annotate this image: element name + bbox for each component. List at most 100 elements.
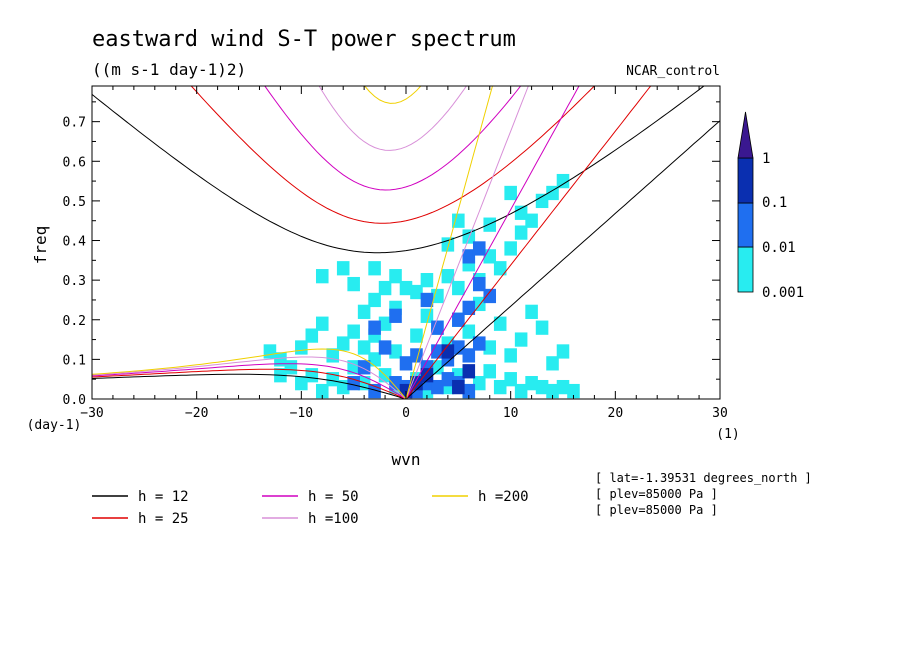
power-cell bbox=[274, 352, 287, 367]
y-tick-label: 0.7 bbox=[63, 116, 86, 131]
meta-line-1: [ lat=-1.39531 degrees_north ] bbox=[595, 471, 812, 485]
colorbar-label: 1 bbox=[762, 151, 770, 167]
colorbar-segment bbox=[737, 157, 754, 204]
power-cell bbox=[305, 368, 319, 383]
power-cell bbox=[462, 348, 476, 363]
power-cell bbox=[535, 379, 549, 395]
power-cell bbox=[493, 261, 507, 276]
power-cell bbox=[525, 304, 538, 319]
power-cell bbox=[514, 225, 528, 240]
colorbar-segment bbox=[737, 202, 754, 248]
y-tick-label: 0.1 bbox=[63, 353, 86, 368]
power-cell bbox=[567, 383, 580, 399]
power-cell bbox=[462, 300, 476, 316]
x-tick-label: −30 bbox=[80, 406, 103, 421]
power-cell bbox=[462, 383, 476, 399]
power-cell bbox=[546, 356, 559, 371]
dispersion-curve bbox=[92, 373, 407, 399]
x-axis-unit: (1) bbox=[716, 427, 739, 442]
meta-line-2: [ plev=85000 Pa ] bbox=[595, 487, 718, 501]
legend-label: h = 25 bbox=[138, 511, 189, 527]
power-cell bbox=[357, 340, 371, 355]
meta-line-3: [ plev=85000 Pa ] bbox=[595, 503, 718, 517]
dispersion-curve bbox=[92, 363, 407, 399]
power-cell bbox=[368, 292, 381, 308]
dispersion-curve bbox=[318, 86, 468, 151]
power-cell bbox=[315, 316, 329, 331]
power-cell bbox=[389, 376, 402, 391]
power-cell bbox=[368, 320, 381, 335]
y-axis-ticks: 0.0 0.1 0.2 0.3 0.4 0.5 0.6 0.7 bbox=[63, 101, 720, 408]
dispersion-curve bbox=[364, 86, 422, 104]
x-axis-label: wvn bbox=[392, 450, 421, 469]
power-cell bbox=[514, 383, 528, 399]
power-cell bbox=[441, 269, 455, 284]
power-cell bbox=[389, 308, 402, 323]
x-tick-label: 30 bbox=[712, 406, 728, 421]
power-cell bbox=[315, 383, 329, 399]
power-cell bbox=[462, 249, 476, 264]
power-cell bbox=[441, 237, 455, 252]
power-cell bbox=[420, 292, 434, 308]
power-cell bbox=[305, 328, 319, 343]
power-cell bbox=[493, 316, 507, 331]
dispersion-curve bbox=[405, 86, 529, 399]
plot-frame bbox=[91, 85, 721, 400]
power-cell bbox=[535, 193, 549, 209]
power-cell bbox=[315, 269, 329, 284]
power-cell bbox=[462, 229, 476, 244]
run-label: NCAR_control bbox=[626, 64, 720, 79]
colorbar-label: 0.001 bbox=[762, 285, 804, 301]
power-cell bbox=[399, 356, 413, 371]
power-cell bbox=[483, 364, 497, 379]
y-tick-label: 0.6 bbox=[63, 155, 86, 170]
power-cell bbox=[347, 376, 360, 391]
power-cell bbox=[472, 336, 486, 351]
dispersion-curve bbox=[405, 120, 720, 399]
power-cell bbox=[535, 320, 549, 335]
x-tick-label: 10 bbox=[503, 406, 519, 421]
power-cell bbox=[452, 213, 465, 228]
power-cell bbox=[472, 376, 486, 391]
colorbar-label: 0.1 bbox=[762, 195, 787, 211]
power-cell bbox=[431, 288, 444, 304]
power-cell bbox=[556, 173, 570, 189]
chart-title: eastward wind S-T power spectrum bbox=[92, 27, 516, 52]
power-cell bbox=[347, 360, 360, 375]
y-tick-label: 0.0 bbox=[63, 393, 86, 408]
power-cell bbox=[504, 348, 517, 363]
power-cell bbox=[410, 284, 423, 300]
power-cell bbox=[431, 379, 444, 395]
power-cell bbox=[431, 360, 444, 375]
power-cell bbox=[389, 269, 402, 284]
power-cell bbox=[357, 304, 371, 319]
power-cell bbox=[514, 332, 528, 347]
x-tick-label: 20 bbox=[608, 406, 624, 421]
power-cell bbox=[483, 340, 497, 355]
power-cell bbox=[514, 205, 528, 220]
dispersion-curve bbox=[92, 356, 407, 399]
power-cell bbox=[378, 280, 392, 296]
chart-subtitle: ((m s-1 day-1)2) bbox=[92, 60, 246, 79]
power-cell bbox=[410, 348, 423, 363]
power-cell bbox=[389, 344, 402, 359]
y-tick-label: 0.2 bbox=[63, 314, 86, 329]
power-cell bbox=[504, 372, 517, 387]
x-tick-label: −20 bbox=[185, 406, 208, 421]
dispersion-curve bbox=[405, 86, 580, 399]
dispersion-curve bbox=[92, 348, 407, 399]
power-cell bbox=[431, 320, 444, 335]
colorbar: 1 0.1 0.01 0.001 bbox=[737, 111, 804, 301]
y-tick-label: 0.3 bbox=[63, 274, 86, 289]
power-cell bbox=[347, 276, 360, 292]
colorbar-segment bbox=[737, 246, 754, 293]
y-tick-label: 0.5 bbox=[63, 195, 86, 210]
power-cell bbox=[546, 185, 559, 201]
y-axis-unit: (day-1) bbox=[27, 418, 82, 433]
power-cell bbox=[420, 273, 434, 288]
power-cell bbox=[452, 340, 465, 355]
power-cell bbox=[556, 344, 570, 359]
power-cell bbox=[546, 383, 559, 399]
power-cell bbox=[336, 336, 350, 351]
